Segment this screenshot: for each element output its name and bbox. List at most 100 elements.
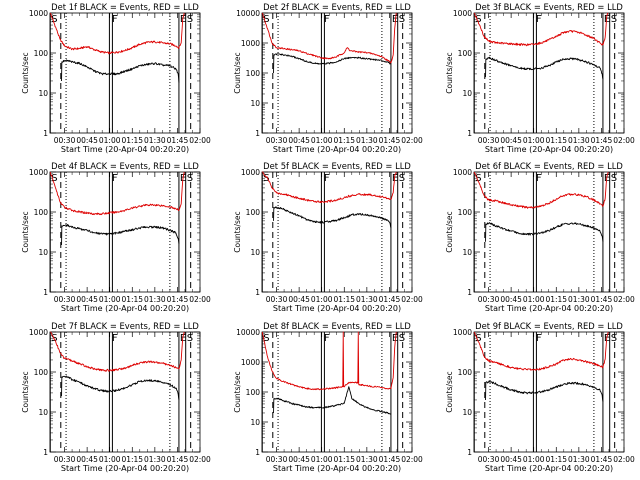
marker-label: S [399, 14, 405, 25]
x-tick-label: 01:45 [379, 295, 401, 304]
x-axis-label: Start Time (20-Apr-04 00:20:20) [273, 464, 401, 473]
x-tick-label: 02:00 [613, 455, 635, 464]
y-tick-label: 10 [38, 248, 48, 257]
y-tick-label: 1000 [29, 328, 48, 337]
x-axis-label: Start Time (20-Apr-04 00:20:20) [273, 304, 401, 313]
chart-title: Det 7f BLACK = Events, RED = LLD [51, 321, 199, 331]
y-tick-label: 10 [462, 89, 472, 98]
plot-frame [261, 12, 413, 134]
marker-label: F [324, 14, 330, 25]
y-tick-label: 100 [246, 69, 261, 78]
x-axis-label: Start Time (20-Apr-04 00:20:20) [61, 304, 189, 313]
x-tick-label: 02:00 [613, 295, 635, 304]
x-tick-label: 01:45 [379, 455, 401, 464]
y-tick-label: 100 [246, 388, 261, 397]
lld-series-line [49, 12, 185, 55]
x-tick-label: 00:45 [76, 455, 98, 464]
x-tick-label: 01:00 [99, 295, 121, 304]
marker-label: S [475, 14, 481, 25]
y-tick-label: 10000 [236, 9, 260, 18]
x-tick-label: 01:30 [568, 295, 590, 304]
lld-series-line [49, 171, 185, 216]
y-tick-label: 1 [467, 288, 472, 297]
y-tick-label: 1 [255, 129, 260, 138]
x-tick-label: 00:30 [54, 136, 76, 145]
y-tick-label: 10000 [236, 328, 260, 337]
y-axis-label: Counts/sec [445, 52, 454, 93]
plot-frame [261, 331, 413, 453]
lld-series-line [50, 331, 185, 372]
chart-title: Det 4f BLACK = Events, RED = LLD [51, 161, 199, 171]
marker-label: F [112, 14, 118, 25]
y-tick-label: 1 [467, 448, 472, 457]
y-tick-label: 1000 [29, 9, 48, 18]
marker-label: S [263, 333, 269, 344]
y-axis-label: Counts/sec [21, 52, 30, 93]
y-tick-label: 1000 [241, 168, 260, 177]
y-tick-label: 1 [43, 129, 48, 138]
marker-label: F [112, 333, 118, 344]
x-tick-label: 01:45 [591, 295, 613, 304]
y-tick-label: 1 [255, 288, 260, 297]
chart-panel: Det 9f BLACK = Events, RED = LLD 1 10 100 10… [445, 321, 635, 473]
y-tick-label: 1000 [453, 328, 472, 337]
y-tick-label: 10 [38, 89, 48, 98]
chart-panel: Det 3f BLACK = Events, RED = LLD 1 10 100 10… [445, 2, 635, 154]
events-series-line [273, 206, 392, 229]
x-axis-label: Start Time (20-Apr-04 00:20:20) [273, 145, 401, 154]
y-tick-label: 10 [462, 248, 472, 257]
y-axis-label: Counts/sec [233, 52, 242, 93]
x-tick-label: 00:45 [500, 455, 522, 464]
marker-label: F [324, 333, 330, 344]
marker-label: S [399, 173, 405, 184]
x-tick-label: 01:15 [121, 295, 143, 304]
x-tick-label: 01:15 [121, 136, 143, 145]
events-series-line [273, 386, 392, 415]
chart-title: Det 9f BLACK = Events, RED = LLD [475, 321, 623, 331]
marker-label: F [536, 173, 542, 184]
x-tick-label: 01:15 [121, 455, 143, 464]
x-tick-label: 00:45 [500, 295, 522, 304]
x-tick-label: 01:00 [523, 295, 545, 304]
x-tick-label: 00:30 [478, 455, 500, 464]
marker-label: S [611, 333, 617, 344]
y-axis-label: Counts/sec [233, 371, 242, 412]
marker-label: F [536, 333, 542, 344]
x-tick-label: 01:45 [167, 295, 189, 304]
marker-label: F [324, 173, 330, 184]
chart-title: Det 3f BLACK = Events, RED = LLD [475, 2, 623, 12]
x-tick-label: 01:30 [144, 455, 166, 464]
x-tick-label: 02:00 [189, 295, 211, 304]
lld-series-line [262, 171, 397, 204]
y-tick-label: 1000 [453, 168, 472, 177]
events-series-line [485, 222, 604, 242]
marker-label: S [475, 333, 481, 344]
x-tick-label: 00:30 [54, 295, 76, 304]
x-tick-label: 00:45 [500, 136, 522, 145]
y-tick-label: 1 [467, 129, 472, 138]
x-axis-label: Start Time (20-Apr-04 00:20:20) [61, 145, 189, 154]
y-tick-label: 1000 [241, 358, 260, 367]
y-tick-label: 1 [255, 448, 260, 457]
chart-title: Det 5f BLACK = Events, RED = LLD [263, 161, 411, 171]
chart-panel: Det 8f BLACK = Events, RED = LLD 1 10 100 10… [233, 321, 423, 473]
lld-series-line [261, 12, 397, 64]
plot-frame [49, 171, 201, 293]
x-tick-label: 00:30 [266, 455, 288, 464]
marker-label: S [263, 173, 269, 184]
chart-title: Det 8f BLACK = Events, RED = LLD [263, 321, 411, 331]
chart-title: Det 2f BLACK = Events, RED = LLD [263, 2, 411, 12]
x-tick-label: 01:00 [523, 455, 545, 464]
x-tick-label: 01:15 [545, 295, 567, 304]
y-tick-label: 100 [458, 49, 473, 58]
x-tick-label: 02:00 [401, 455, 423, 464]
chart-title: Det 1f BLACK = Events, RED = LLD [51, 2, 199, 12]
events-series-line [61, 224, 180, 245]
x-tick-label: 00:45 [288, 455, 310, 464]
y-axis-label: Counts/sec [21, 211, 30, 252]
lld-series-line [473, 331, 609, 371]
events-series-line [61, 59, 180, 83]
y-tick-label: 10 [38, 408, 48, 417]
x-tick-label: 01:30 [356, 136, 378, 145]
plot-frame [473, 331, 625, 453]
